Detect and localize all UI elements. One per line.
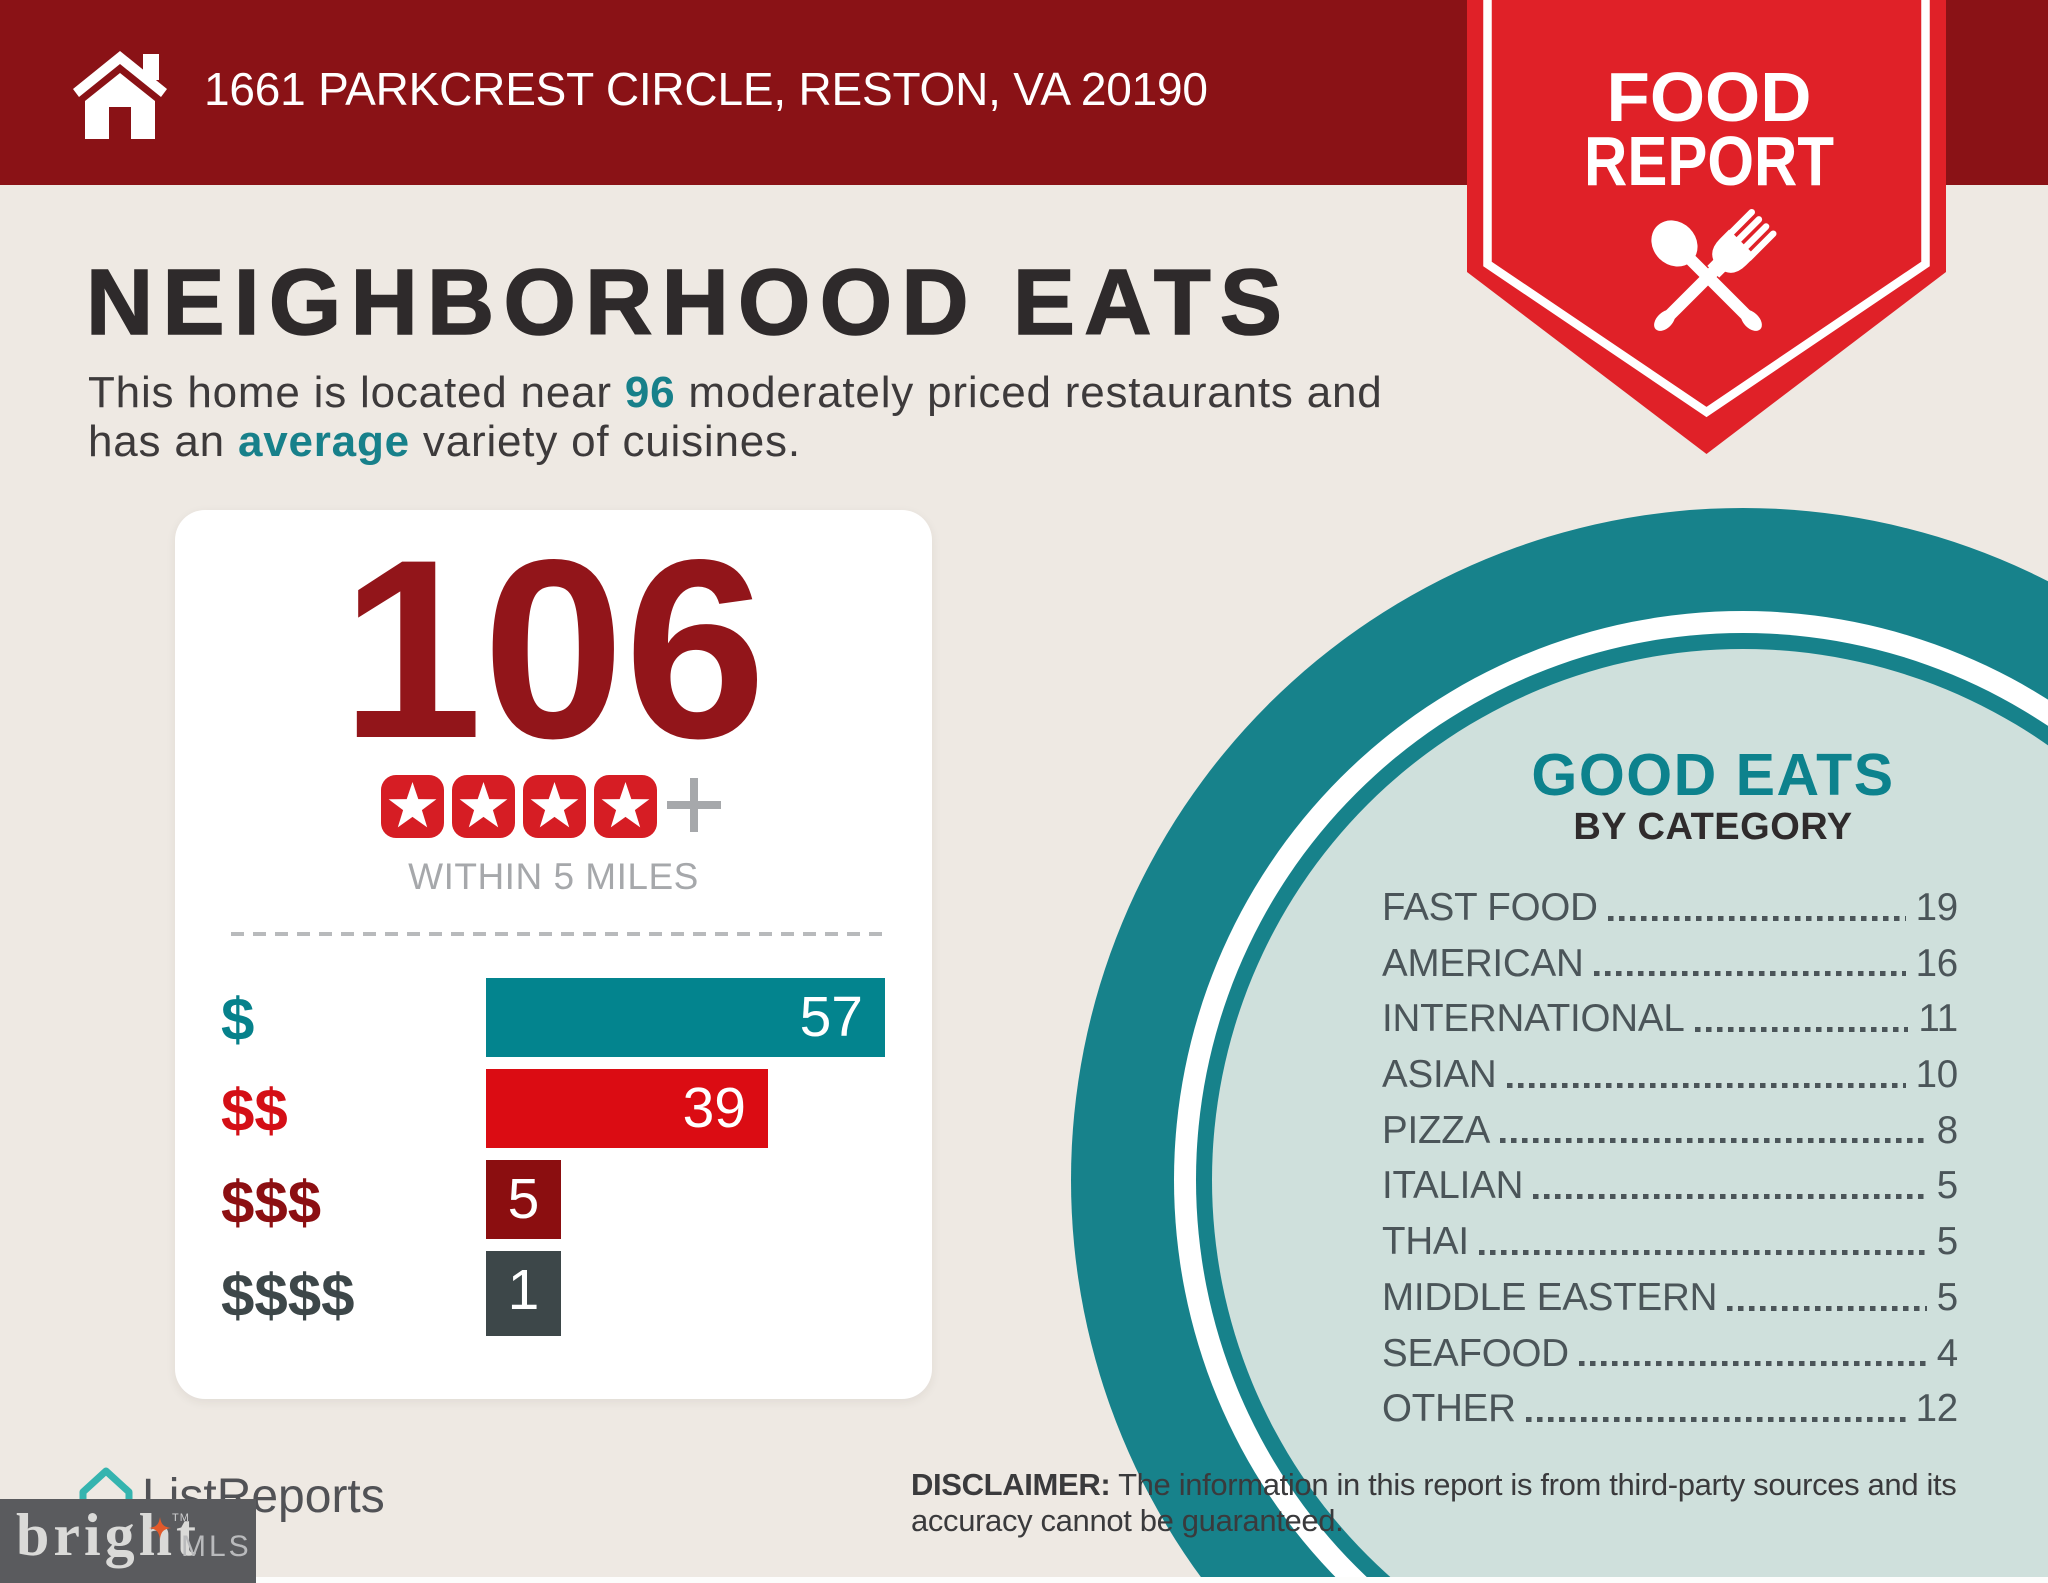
svg-text:FOOD: FOOD xyxy=(1607,58,1812,136)
svg-text:REPORT: REPORT xyxy=(1584,122,1834,200)
